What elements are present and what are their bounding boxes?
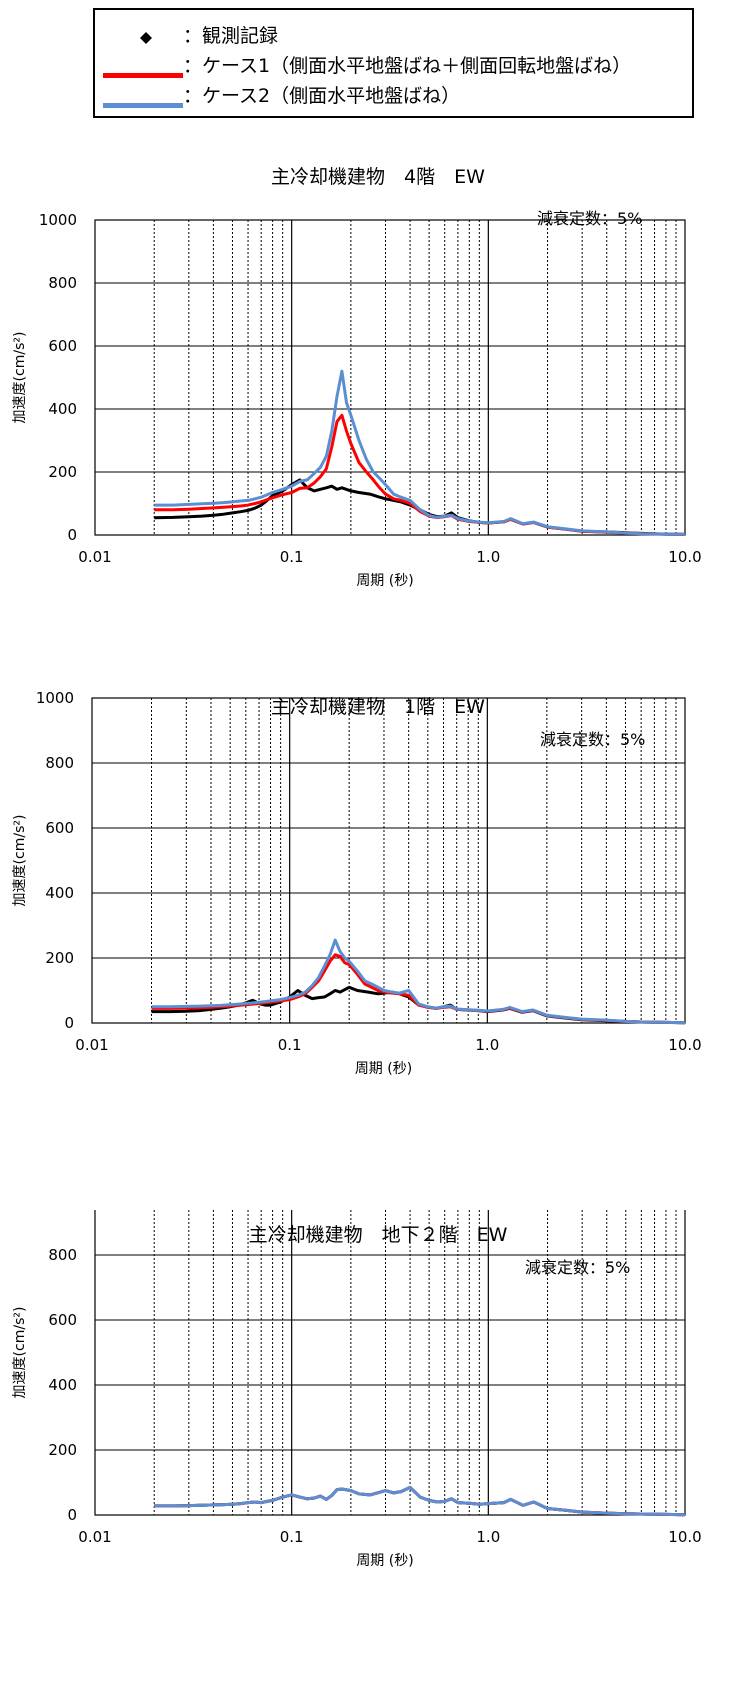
chart-b2f-ew: 主冷却機建物 地下２階 EW 減衰定数：5% 02004006008001000…: [0, 1210, 756, 1691]
x-tick-label: 1.0: [475, 1036, 499, 1054]
y-tick-label: 0: [67, 526, 77, 544]
y-tick-label: 1000: [39, 211, 77, 229]
series-line-case1: [151, 953, 686, 1025]
y-tick-label: 600: [45, 819, 74, 837]
damping-annotation: 減衰定数：5%: [540, 730, 646, 749]
chart-title: 主冷却機建物 地下２階 EW: [248, 1224, 508, 1246]
legend-label-case2: ：ケース2（側面水平地盤ばね）: [183, 85, 461, 107]
series-line-observed: [154, 1485, 686, 1517]
series-line-case2: [154, 369, 686, 536]
x-tick-label: 10.0: [668, 1036, 701, 1054]
x-tick-label: 10.0: [668, 548, 701, 566]
legend-label-case1: ：ケース1（側面水平地盤ばね＋側面回転地盤ばね）: [183, 55, 632, 77]
x-tick-label: 0.01: [75, 1036, 108, 1054]
x-tick-label: 0.01: [78, 548, 111, 566]
chart-plot: 0 200 400 600 800 1000 0.01 0.1 1.0 10.0 周期 (秒) 加速度…: [12, 689, 702, 1077]
legend-line-red-icon: [103, 64, 183, 83]
x-axis-label: 周期 (秒): [356, 573, 413, 589]
x-tick-label: 0.1: [278, 1036, 302, 1054]
y-tick-label: 800: [48, 274, 77, 292]
y-tick-label: 0: [64, 1014, 74, 1032]
y-tick-label: 400: [48, 400, 77, 418]
plot-frame: [94, 1210, 686, 1516]
series-line-case2: [154, 1485, 686, 1517]
series-line-case2: [151, 938, 686, 1025]
x-axis-label: 周期 (秒): [356, 1553, 413, 1569]
legend-label-observed: ：観測記録: [183, 25, 279, 47]
legend: ：観測記録 ：ケース1（側面水平地盤ばね＋側面回転地盤ばね） ：ケース2（側面水…: [93, 8, 694, 118]
chart-title: 主冷却機建物 1階 EW: [271, 696, 485, 718]
x-axis-label: 周期 (秒): [355, 1061, 412, 1077]
y-tick-label: 1000: [36, 689, 74, 707]
y-tick-label: 400: [48, 1376, 77, 1394]
y-tick-label: 800: [45, 754, 74, 772]
series-line-case1: [154, 413, 686, 536]
x-tick-label: 10.0: [668, 1528, 701, 1546]
y-axis-label: 加速度(cm/s²): [12, 332, 28, 424]
y-tick-label: 800: [48, 1246, 77, 1264]
x-tick-label: 0.1: [280, 1528, 304, 1546]
chart-plot: 0 200 400 600 800 1000 0.01 0.1 1.0 10.0 周期 (秒) 加速度…: [12, 211, 702, 589]
damping-annotation: 減衰定数：5%: [537, 209, 643, 228]
y-tick-label: 600: [48, 1311, 77, 1329]
y-tick-label: 0: [67, 1506, 77, 1524]
x-tick-label: 1.0: [476, 1528, 500, 1546]
legend-line-blue-icon: [103, 94, 183, 113]
legend-diamond-icon: [139, 30, 153, 49]
y-tick-label: 200: [48, 463, 77, 481]
y-tick-label: 200: [45, 949, 74, 967]
chart-1f-ew: 主冷却機建物 1階 EW 減衰定数：5% 0 200 400 600 800 1000 0.…: [0, 680, 756, 1180]
plot-frame: [94, 219, 686, 536]
y-tick-label: 200: [48, 1441, 77, 1459]
x-tick-label: 0.01: [78, 1528, 111, 1546]
chart-title: 主冷却機建物 4階 EW: [271, 166, 485, 188]
y-tick-label: 400: [45, 884, 74, 902]
series-line-case1: [154, 1485, 686, 1517]
y-axis-label: 加速度(cm/s²): [12, 1307, 28, 1399]
y-axis-label: 加速度(cm/s²): [12, 815, 28, 907]
chart-4f-ew: 主冷却機建物 4階 EW 減衰定数：5% 0 200 400 600 800 1000 0.…: [0, 150, 756, 650]
damping-annotation: 減衰定数：5%: [525, 1258, 631, 1277]
y-tick-label: 600: [48, 337, 77, 355]
x-tick-label: 0.1: [280, 548, 304, 566]
x-tick-label: 1.0: [476, 548, 500, 566]
plot-frame: [91, 697, 686, 1024]
